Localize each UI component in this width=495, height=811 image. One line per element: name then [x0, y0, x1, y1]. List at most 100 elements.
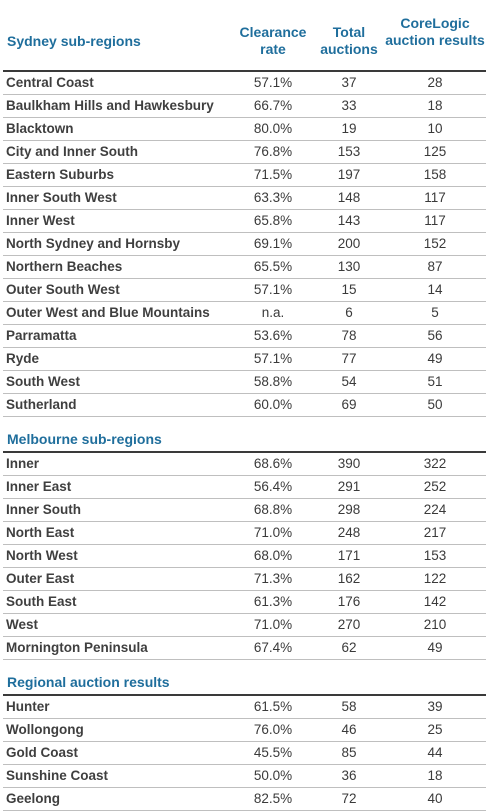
clearance-rate: 68.6%: [253, 456, 293, 471]
clearance-rate: 63.3%: [253, 190, 293, 205]
corelogic-results: 14: [427, 282, 443, 297]
region-name: Inner: [6, 456, 40, 471]
total-auctions: 148: [337, 190, 361, 205]
region-name: Central Coast: [6, 75, 94, 90]
total-auctions: 46: [341, 722, 357, 737]
total-auctions: 390: [337, 456, 361, 471]
table-row: Hunter 61.5% 58 39: [3, 696, 486, 719]
corelogic-results: 25: [427, 722, 443, 737]
table-row: Central Coast 57.1% 37 28: [3, 72, 486, 95]
total-auctions: 162: [337, 571, 361, 586]
region-name: Outer West and Blue Mountains: [6, 305, 210, 320]
auction-results-table: Sydney sub-regions Clearance rate Total …: [3, 0, 486, 811]
table-row: Inner East 56.4% 291 252: [3, 476, 486, 499]
table-row: Mornington Peninsula 67.4% 62 49: [3, 637, 486, 660]
corelogic-results: 210: [423, 617, 447, 632]
corelogic-results: 28: [427, 75, 443, 90]
corelogic-results: 224: [423, 502, 447, 517]
region-name: Hunter: [6, 699, 50, 714]
table-row: West 71.0% 270 210: [3, 614, 486, 637]
clearance-rate: 71.3%: [253, 571, 293, 586]
region-name: South West: [6, 374, 80, 389]
clearance-rate: 50.0%: [253, 768, 293, 783]
corelogic-results: 152: [423, 236, 447, 251]
table-row: Outer South West 57.1% 15 14: [3, 279, 486, 302]
corelogic-results: 18: [427, 768, 443, 783]
corelogic-results: 18: [427, 98, 443, 113]
total-auctions: 197: [337, 167, 361, 182]
table-row: South East 61.3% 176 142: [3, 591, 486, 614]
table-row: Inner South West 63.3% 148 117: [3, 187, 486, 210]
total-auctions: 58: [341, 699, 357, 714]
region-name: Blacktown: [6, 121, 74, 136]
clearance-rate: 71.0%: [253, 525, 293, 540]
total-auctions: 69: [341, 397, 357, 412]
corelogic-results: 50: [427, 397, 443, 412]
total-auctions: 85: [341, 745, 357, 760]
clearance-rate: n.a.: [261, 305, 285, 320]
region-name: Ryde: [6, 351, 40, 366]
region-name: North West: [6, 548, 78, 563]
region-name: South East: [6, 594, 77, 609]
clearance-rate: 56.4%: [253, 479, 293, 494]
clearance-rate: 67.4%: [253, 640, 293, 655]
region-name: Wollongong: [6, 722, 84, 737]
region-name: Eastern Suburbs: [6, 167, 115, 182]
table-row: Outer East 71.3% 162 122: [3, 568, 486, 591]
total-auctions: 171: [337, 548, 361, 563]
corelogic-results: 125: [423, 144, 447, 159]
total-auctions: 153: [337, 144, 361, 159]
table-row: North East 71.0% 248 217: [3, 522, 486, 545]
region-name: City and Inner South: [6, 144, 139, 159]
clearance-rate: 69.1%: [253, 236, 293, 251]
total-auctions: 19: [341, 121, 357, 136]
clearance-rate: 71.0%: [253, 617, 293, 632]
table-row: Eastern Suburbs 71.5% 197 158: [3, 164, 486, 187]
region-name: Sutherland: [6, 397, 77, 412]
clearance-rate: 66.7%: [253, 98, 293, 113]
region-name: Northern Beaches: [6, 259, 123, 274]
corelogic-results: 252: [423, 479, 447, 494]
region-name: Outer East: [6, 571, 75, 586]
total-auctions: 270: [337, 617, 361, 632]
region-name: Parramatta: [6, 328, 77, 343]
region-name: North East: [6, 525, 75, 540]
regional-rows: Hunter 61.5% 58 39 Wollongong 76.0% 46 25 Gold C…: [3, 696, 486, 811]
total-auctions: 143: [337, 213, 361, 228]
table-row: Sutherland 60.0% 69 50: [3, 394, 486, 417]
region-name: Geelong: [6, 791, 61, 806]
regional-section-title: Regional auction results: [7, 674, 170, 690]
clearance-rate: 45.5%: [253, 745, 293, 760]
table-row: Sunshine Coast 50.0% 36 18: [3, 765, 486, 788]
table-row: Inner West 65.8% 143 117: [3, 210, 486, 233]
sydney-section-title: Sydney sub-regions: [7, 33, 141, 49]
clearance-rate-header: Clearance rate: [239, 24, 307, 57]
corelogic-results: 122: [423, 571, 447, 586]
clearance-rate: 76.0%: [253, 722, 293, 737]
table-row: South West 58.8% 54 51: [3, 371, 486, 394]
corelogic-results: 87: [427, 259, 443, 274]
total-auctions: 33: [341, 98, 357, 113]
sydney-rows: Central Coast 57.1% 37 28 Baulkham Hills and…: [3, 72, 486, 417]
corelogic-results: 117: [424, 213, 446, 228]
total-auctions: 78: [341, 328, 357, 343]
region-name: Sunshine Coast: [6, 768, 109, 783]
table-header: Sydney sub-regions Clearance rate Total …: [3, 0, 486, 70]
total-auctions: 62: [341, 640, 357, 655]
region-name: West: [6, 617, 39, 632]
corelogic-results: 158: [423, 167, 447, 182]
table-row: Blacktown 80.0% 19 10: [3, 118, 486, 141]
table-row: Ryde 57.1% 77 49: [3, 348, 486, 371]
clearance-rate: 58.8%: [253, 374, 293, 389]
corelogic-results: 51: [427, 374, 443, 389]
region-name: Gold Coast: [6, 745, 79, 760]
clearance-rate: 61.3%: [253, 594, 293, 609]
region-name: Baulkham Hills and Hawkesbury: [6, 98, 214, 113]
total-auctions-header: Total auctions: [320, 24, 378, 57]
corelogic-results: 39: [427, 699, 443, 714]
corelogic-results: 142: [423, 594, 447, 609]
table-row: Outer West and Blue Mountains n.a. 6 5: [3, 302, 486, 325]
clearance-rate: 80.0%: [253, 121, 293, 136]
corelogic-results-header: CoreLogic auction results: [385, 15, 485, 48]
melbourne-section: Melbourne sub-regions: [3, 417, 486, 453]
